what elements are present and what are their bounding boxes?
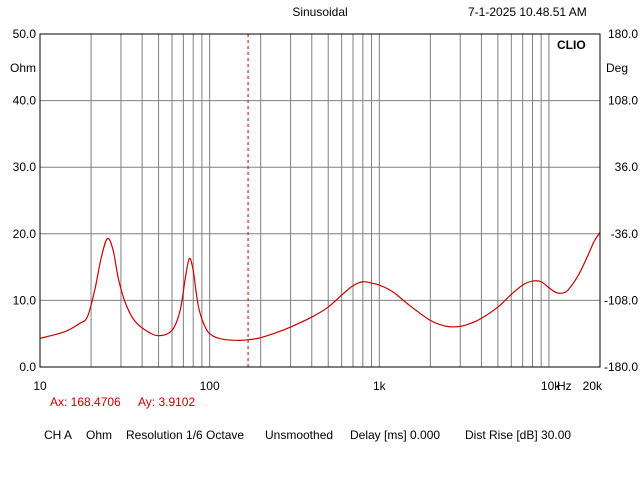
- y-tick-label: 0.0: [19, 360, 36, 374]
- clio-brand-label: CLIO: [557, 38, 586, 52]
- footer-unit: Ohm: [86, 428, 113, 442]
- y2-tick-label: 180.0: [608, 27, 638, 41]
- footer-smoothing: Unsmoothed: [265, 428, 334, 442]
- x-tick-label: 10: [33, 379, 47, 393]
- y-unit-label: Ohm: [9, 61, 36, 75]
- cursor-x-readout: Ax: 168.4706: [50, 395, 121, 409]
- plot-frame: [39, 33, 601, 368]
- y-tick-label: 40.0: [13, 94, 37, 108]
- x-tick-label: 1k: [373, 379, 387, 393]
- y2-tick-label: -108.0: [604, 293, 638, 307]
- y-tick-label: 30.0: [13, 160, 37, 174]
- y-tick-label: 50.0: [13, 27, 37, 41]
- y2-tick-label: 108.0: [608, 94, 638, 108]
- timestamp: 7-1-2025 10.48.51 AM: [468, 5, 587, 19]
- cursor-y-readout: Ay: 3.9102: [138, 395, 196, 409]
- impedance-curve: [39, 232, 601, 341]
- footer-resolution: Resolution 1/6 Octave: [126, 428, 245, 442]
- y2-unit-label: Deg: [606, 61, 629, 75]
- footer-channel: CH A: [44, 428, 73, 442]
- x-tick-label: 20k: [583, 379, 603, 393]
- x-tick-label: 100: [200, 379, 220, 393]
- footer-delay: Delay [ms] 0.000: [350, 428, 441, 442]
- y2-tick-label: -180.0: [604, 360, 638, 374]
- y-tick-label: 20.0: [13, 227, 37, 241]
- y2-tick-label: -36.0: [611, 227, 639, 241]
- x-tick-label: 10k: [541, 379, 561, 393]
- chart-title: Sinusoidal: [292, 5, 348, 19]
- y-tick-label: 10.0: [13, 293, 37, 307]
- y2-tick-label: 36.0: [615, 160, 639, 174]
- x-unit-label: Hz: [557, 379, 572, 393]
- footer-dist-rise: Dist Rise [dB] 30.00: [465, 428, 572, 442]
